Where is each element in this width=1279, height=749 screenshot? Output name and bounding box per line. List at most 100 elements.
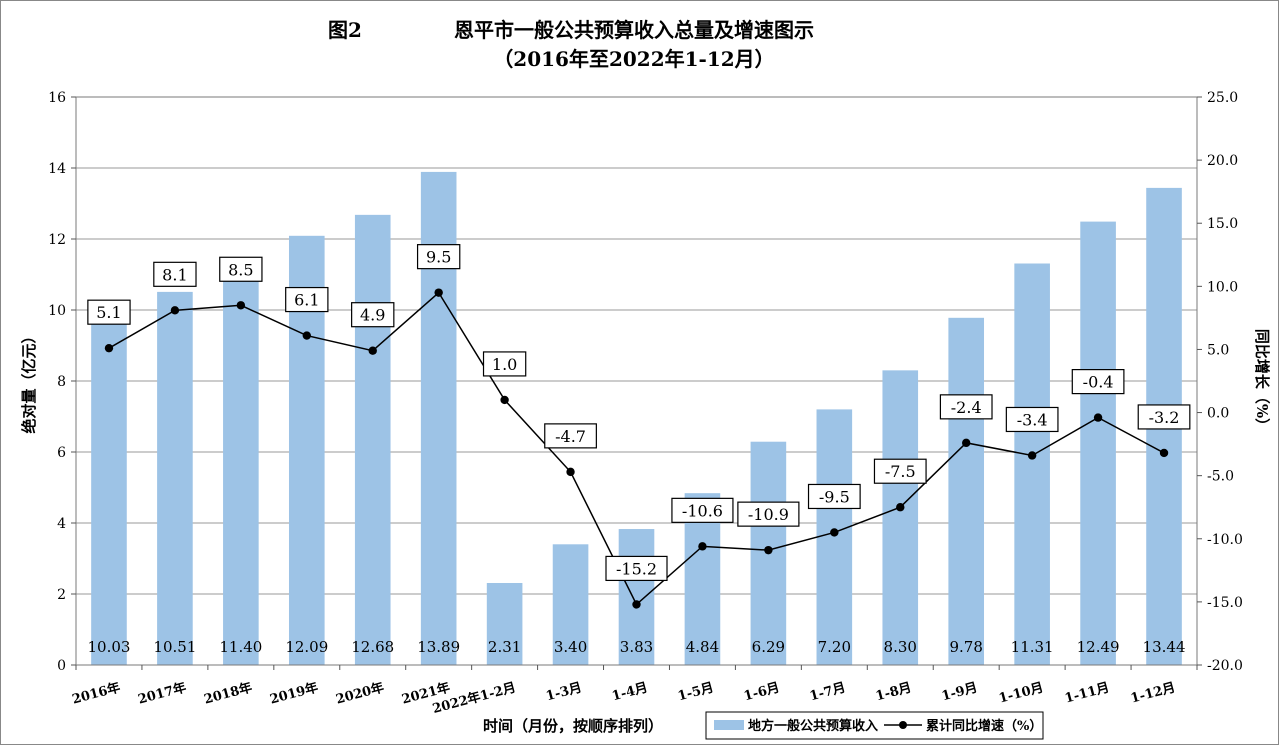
y-right-tick-label: 5.0 — [1207, 342, 1229, 358]
legend-line-label: 累计同比增速（%） — [926, 718, 1042, 734]
growth-value-label: -7.5 — [885, 462, 916, 481]
growth-label-box — [219, 256, 263, 282]
bar-14 — [1014, 263, 1050, 665]
growth-label-box — [737, 501, 800, 527]
growth-value-label: -3.4 — [1017, 410, 1048, 429]
y-right-tick-label: 25.0 — [1207, 90, 1238, 106]
bar-7 — [552, 544, 589, 665]
y-right-tick-label: -20.0 — [1207, 658, 1243, 674]
growth-label-box — [1137, 404, 1191, 430]
growth-point-7 — [566, 467, 575, 477]
growth-point-16 — [1159, 448, 1169, 458]
legend-line-marker — [899, 721, 907, 729]
bar-value-label: 9.78 — [950, 638, 983, 656]
growth-point-6 — [500, 395, 509, 405]
bar-value-label: 11.40 — [219, 638, 262, 656]
growth-point-11 — [830, 528, 839, 537]
growth-value-label: -9.5 — [819, 487, 850, 506]
bar-value-label: 12.09 — [285, 638, 328, 656]
legend: 地方一般公共预算收入 累计同比增速（%） — [705, 711, 1044, 740]
growth-point-8 — [632, 600, 641, 609]
bar-value-label: 12.49 — [1077, 638, 1120, 656]
y-right-tick-label: -10.0 — [1207, 532, 1243, 548]
growth-value-label: 4.9 — [360, 306, 385, 325]
bar-4 — [354, 214, 391, 666]
growth-point-15 — [1093, 413, 1103, 422]
growth-value-label: 9.5 — [426, 248, 451, 267]
growth-label-box — [671, 497, 734, 523]
growth-point-10 — [764, 545, 773, 555]
growth-value-label: 8.5 — [228, 260, 253, 279]
bar-value-label: 13.44 — [1143, 638, 1186, 656]
growth-label-box — [1071, 369, 1125, 395]
y-right-tick-label: -5.0 — [1207, 469, 1234, 485]
growth-value-label: -10.6 — [682, 501, 723, 520]
y-right-tick-label: 10.0 — [1207, 279, 1238, 295]
growth-label-box — [544, 423, 597, 449]
y-left-tick-label: 8 — [57, 374, 66, 390]
bar-0 — [91, 308, 127, 665]
bar-1 — [157, 291, 193, 665]
growth-label-box — [285, 286, 329, 313]
bar-value-label: 6.29 — [752, 638, 785, 656]
growth-point-12 — [896, 503, 905, 512]
figure-number: 图2 — [328, 18, 362, 42]
chart-subtitle: （2016年至2022年1-12月） — [493, 47, 774, 71]
growth-label-box — [1005, 406, 1059, 433]
growth-value-label: 8.1 — [162, 265, 187, 284]
growth-point-5 — [434, 288, 443, 297]
growth-point-4 — [368, 346, 377, 355]
bar-value-label: 2.31 — [488, 638, 521, 656]
legend-bar-label: 地方一般公共预算收入 — [748, 718, 878, 734]
growth-label-box — [153, 261, 197, 287]
y-left-tick-label: 0 — [57, 658, 66, 674]
growth-value-label: -3.2 — [1149, 408, 1180, 427]
bar-value-label: 12.68 — [351, 638, 394, 656]
bar-value-label: 13.89 — [417, 638, 460, 656]
y-axis-left-title: 绝对量（亿元） — [20, 328, 38, 433]
bar-15 — [1080, 221, 1116, 666]
growth-label-box — [873, 458, 927, 484]
bar-value-label: 11.31 — [1011, 638, 1054, 656]
growth-point-13 — [962, 438, 971, 448]
growth-line — [104, 288, 1169, 609]
bar-13 — [948, 317, 985, 665]
growth-label-box — [416, 244, 461, 270]
chart-title: 恩平市一般公共预算收入总量及增速图示 — [454, 18, 814, 42]
growth-label-box — [87, 299, 131, 325]
growth-value-label: -10.9 — [748, 505, 789, 524]
y-left-tick-label: 10 — [48, 303, 66, 319]
growth-label-box — [807, 483, 861, 510]
data-labels: 10.03 10.51 11.40 12.09 12.68 13.89 2.31 3.40 3.… — [87, 244, 1191, 656]
bar-6 — [486, 582, 523, 665]
y-axis-right-title: 同比增长（%） — [1253, 329, 1271, 433]
x-axis-title: 时间（月份，按顺序排列） — [483, 717, 663, 735]
growth-label-box — [351, 302, 395, 328]
bar-value-label: 7.20 — [818, 638, 851, 656]
growth-point-3 — [302, 331, 311, 340]
growth-label-box — [939, 394, 993, 420]
y-left-tick-label: 4 — [57, 516, 66, 532]
y-right-tick-label: 15.0 — [1207, 216, 1238, 232]
y-right-tick-label: -15.0 — [1207, 595, 1243, 611]
growth-value-label: -4.7 — [555, 427, 586, 446]
y-left-tick-label: 6 — [57, 445, 66, 461]
bar-value-label: 10.51 — [153, 638, 196, 656]
bar-8 — [618, 529, 655, 665]
growth-value-label: -2.4 — [951, 398, 982, 417]
growth-point-9 — [698, 542, 707, 551]
y-right-tick-label: 0.0 — [1207, 406, 1229, 422]
growth-value-label: -15.2 — [616, 559, 657, 578]
legend-bar-swatch — [714, 720, 744, 730]
y-right-tick-label: 20.0 — [1207, 153, 1238, 169]
bar-2 — [223, 260, 259, 665]
growth-point-14 — [1027, 451, 1037, 460]
growth-value-label: 1.0 — [492, 355, 517, 374]
growth-value-label: -0.4 — [1083, 373, 1114, 392]
y-left-tick-label: 14 — [48, 161, 66, 177]
bar-11 — [816, 409, 853, 665]
bar-value-label: 8.30 — [884, 638, 917, 656]
growth-point-0 — [104, 343, 114, 353]
